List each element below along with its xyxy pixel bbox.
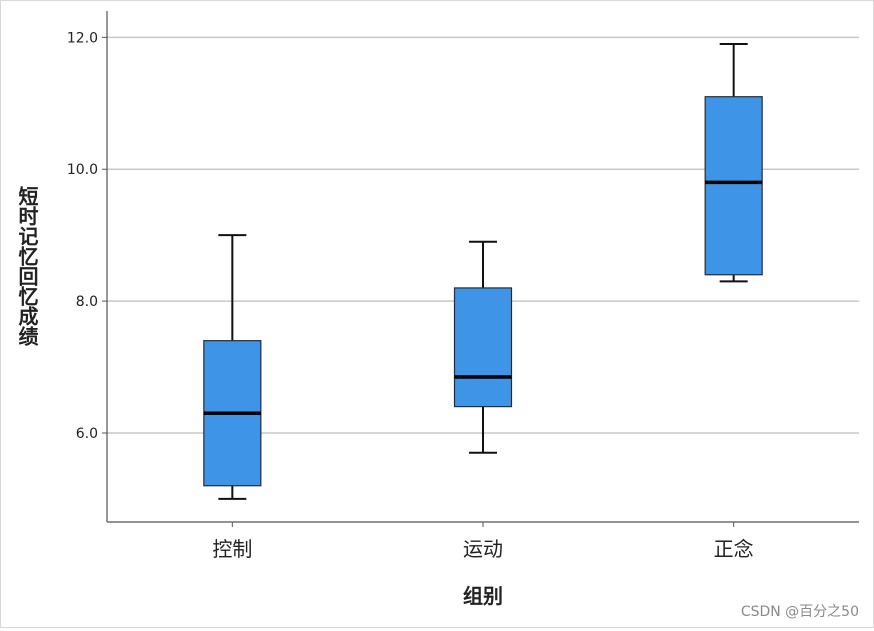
x-tick-label: 控制 — [212, 537, 252, 561]
y-tick-label: 8.0 — [76, 294, 98, 310]
x-tick-labels: 控制 运动 正念 — [212, 537, 753, 561]
x-axis-label: 组别 — [463, 584, 503, 608]
box-series — [203, 42, 763, 500]
y-tick-label: 6.0 — [76, 426, 98, 442]
x-tick-label: 正念 — [714, 537, 754, 561]
y-tick-label: 10.0 — [67, 162, 98, 178]
watermark: CSDN @百分之50 — [741, 604, 859, 620]
iqr-box — [704, 96, 763, 276]
box-1 — [203, 234, 262, 500]
iqr-box — [453, 287, 513, 408]
x-tick-label: 运动 — [463, 537, 503, 561]
box-2 — [453, 240, 513, 454]
y-tick-labels: 6.0 8.0 10.0 12.0 — [67, 30, 98, 442]
box-3 — [704, 42, 763, 283]
y-axis-label: 短时记忆回忆成绩 — [15, 185, 39, 347]
y-tick-label: 12.0 — [67, 30, 98, 46]
axes — [102, 11, 859, 527]
